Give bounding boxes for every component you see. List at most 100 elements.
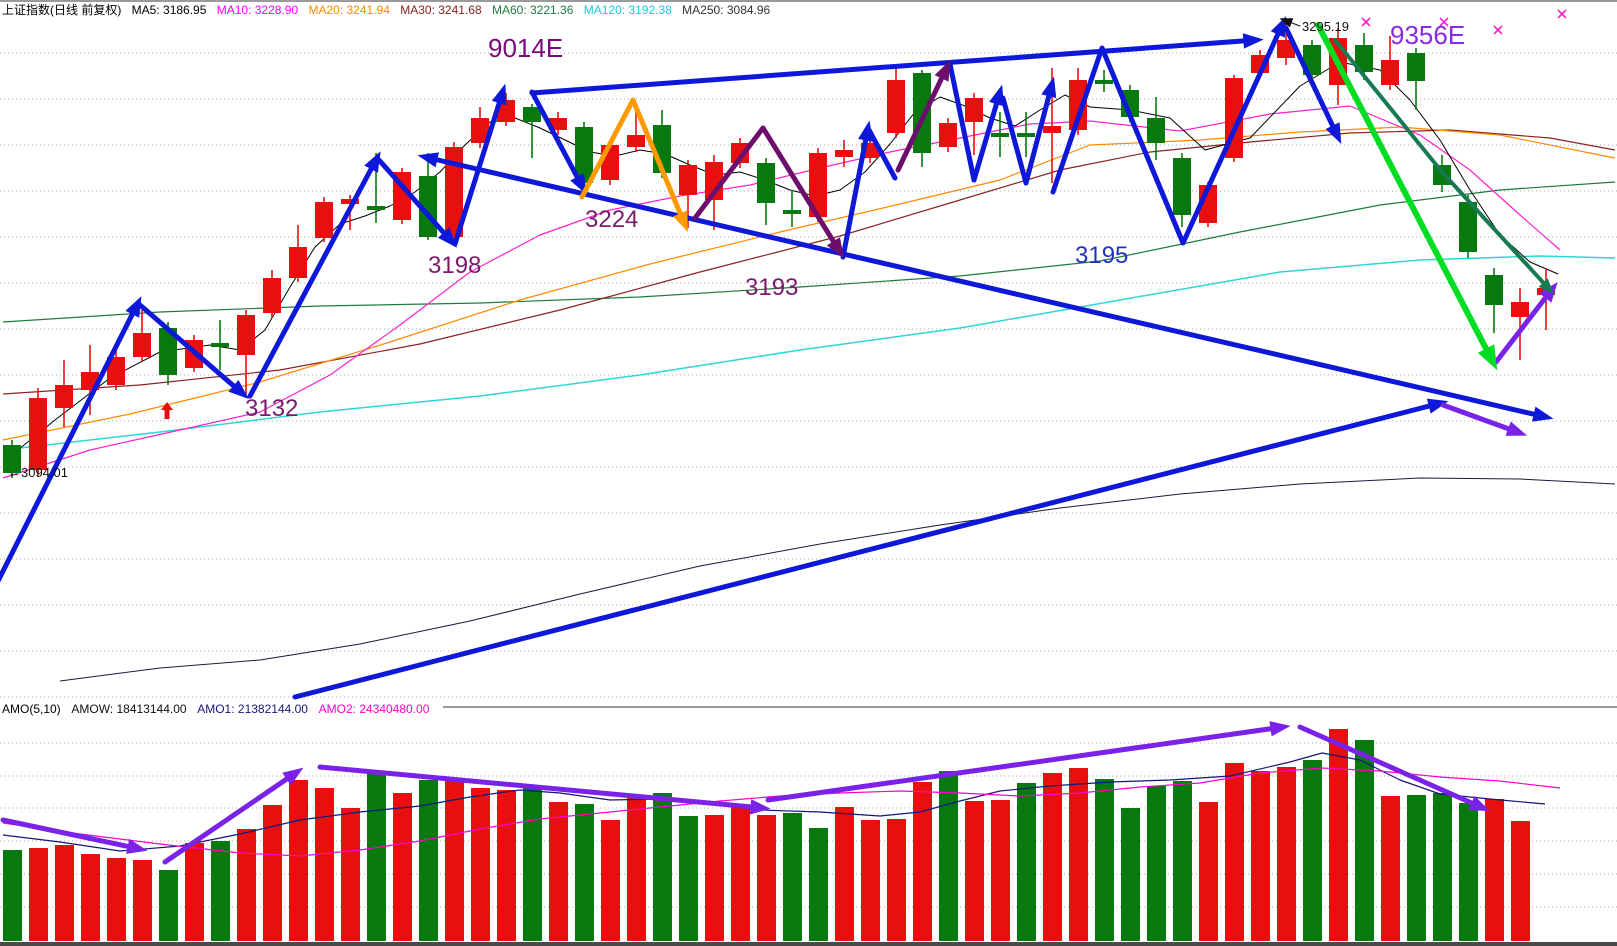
trend-line: [1440, 402, 1523, 436]
annotation-3195: 3195: [1075, 242, 1128, 269]
arrowhead: [570, 173, 587, 195]
volume-bar: [315, 788, 334, 941]
annotations: 9014E 9356E 3295.19 3224 3198 3193 3195 3132 ←30…: [8, 19, 1465, 480]
x-mark-icon: [1439, 17, 1449, 27]
volume-bar: [1303, 760, 1322, 941]
candle: [1433, 165, 1451, 185]
trend-line: [971, 89, 1003, 183]
volume-bar: [263, 805, 282, 941]
volume-bar: [861, 820, 880, 941]
trend-line: [895, 64, 950, 173]
volume-bar: [809, 828, 828, 941]
volume-bar: [289, 780, 308, 941]
amo1-value: AMO1: 21382144.00: [197, 702, 308, 716]
arrowhead: [1269, 721, 1291, 737]
candle: [211, 343, 229, 347]
window-top-edge: [0, 0, 1617, 2]
arrowhead: [1468, 795, 1491, 812]
candle: [1355, 45, 1373, 72]
arrowhead: [1539, 281, 1558, 303]
arrowhead: [364, 151, 381, 173]
candle: [991, 133, 1009, 137]
ma-line-ma5: [2, 61, 1559, 463]
trend-line: [376, 157, 455, 245]
volume-bar: [1199, 802, 1218, 941]
candle: [497, 100, 515, 122]
amow-value: AMOW: 18413144.00: [71, 702, 187, 716]
candle: [627, 135, 645, 147]
trend-line: [0, 817, 143, 852]
volume-bar: [991, 800, 1010, 941]
candle: [1511, 302, 1529, 317]
trend-line: [1050, 20, 1286, 246]
arrowhead: [1505, 421, 1528, 436]
arrowhead: [1279, 18, 1294, 28]
volume-bar: [1043, 773, 1062, 941]
volume-bar: [523, 788, 542, 941]
annotation-3198: 3198: [428, 252, 481, 279]
trend-line: [692, 125, 843, 255]
candle: [601, 145, 619, 180]
trend-lines: [0, 15, 1558, 865]
trend-line: [1023, 81, 1055, 186]
volume-bar: [783, 813, 802, 941]
x-mark-icon: [1361, 17, 1371, 27]
candle: [107, 357, 125, 385]
volume-bar: [185, 843, 204, 941]
panel-borders: [0, 706, 1617, 946]
arrowhead: [126, 838, 148, 854]
candle: [1277, 40, 1295, 58]
candle: [1095, 80, 1113, 84]
volume-bar: [1173, 781, 1192, 941]
candle: [367, 206, 385, 210]
arrowhead: [749, 799, 771, 815]
annotation-9356E: 9356E: [1390, 20, 1465, 50]
arrowhead: [1325, 122, 1342, 144]
volume-bar: [393, 793, 412, 941]
candle: [965, 98, 983, 122]
volume-bar: [3, 850, 22, 941]
volume-bar: [705, 815, 724, 941]
candle: [679, 165, 697, 195]
arrowhead: [989, 84, 1004, 107]
trend-line: [1333, 38, 1552, 292]
candle: [1381, 60, 1399, 85]
arrowhead: [437, 227, 458, 248]
candle: [835, 150, 853, 157]
trend-line: [1000, 95, 1029, 186]
panel-separator: [0, 706, 1617, 708]
trend-line: [422, 154, 1549, 420]
candle: [783, 210, 801, 214]
volume-bar: [341, 808, 360, 941]
candle: [1017, 133, 1035, 137]
candle: [445, 147, 463, 237]
volume-bar: [913, 782, 932, 941]
volume-bar: [1485, 799, 1504, 941]
ma60-value: MA60: 3221.36: [491, 3, 574, 17]
trend-line: [1315, 22, 1496, 365]
volume-bar: [1121, 808, 1140, 941]
volume-bar: [1433, 793, 1452, 941]
volume-bar: [237, 829, 256, 941]
arrowhead: [491, 83, 507, 106]
gridlines: [0, 52, 1617, 908]
volume-bar: [1459, 803, 1478, 941]
volume-bar: [887, 819, 906, 941]
volume-bars: [3, 729, 1530, 941]
ma-line-ma20: [2, 126, 1616, 441]
candle: [159, 328, 177, 375]
trend-line: [1493, 285, 1556, 365]
candle: [757, 163, 775, 203]
x-marks: [1361, 9, 1567, 35]
arrowhead: [934, 60, 951, 82]
arrowhead: [1041, 76, 1057, 99]
candle: [289, 247, 307, 278]
volume-bar: [1017, 783, 1036, 941]
volume-bar: [575, 804, 594, 941]
trend-line: [162, 769, 300, 865]
trend-line: [765, 724, 1286, 803]
volume-bar: [1355, 740, 1374, 941]
volume-bar: [965, 801, 984, 941]
trend-line: [840, 125, 871, 260]
